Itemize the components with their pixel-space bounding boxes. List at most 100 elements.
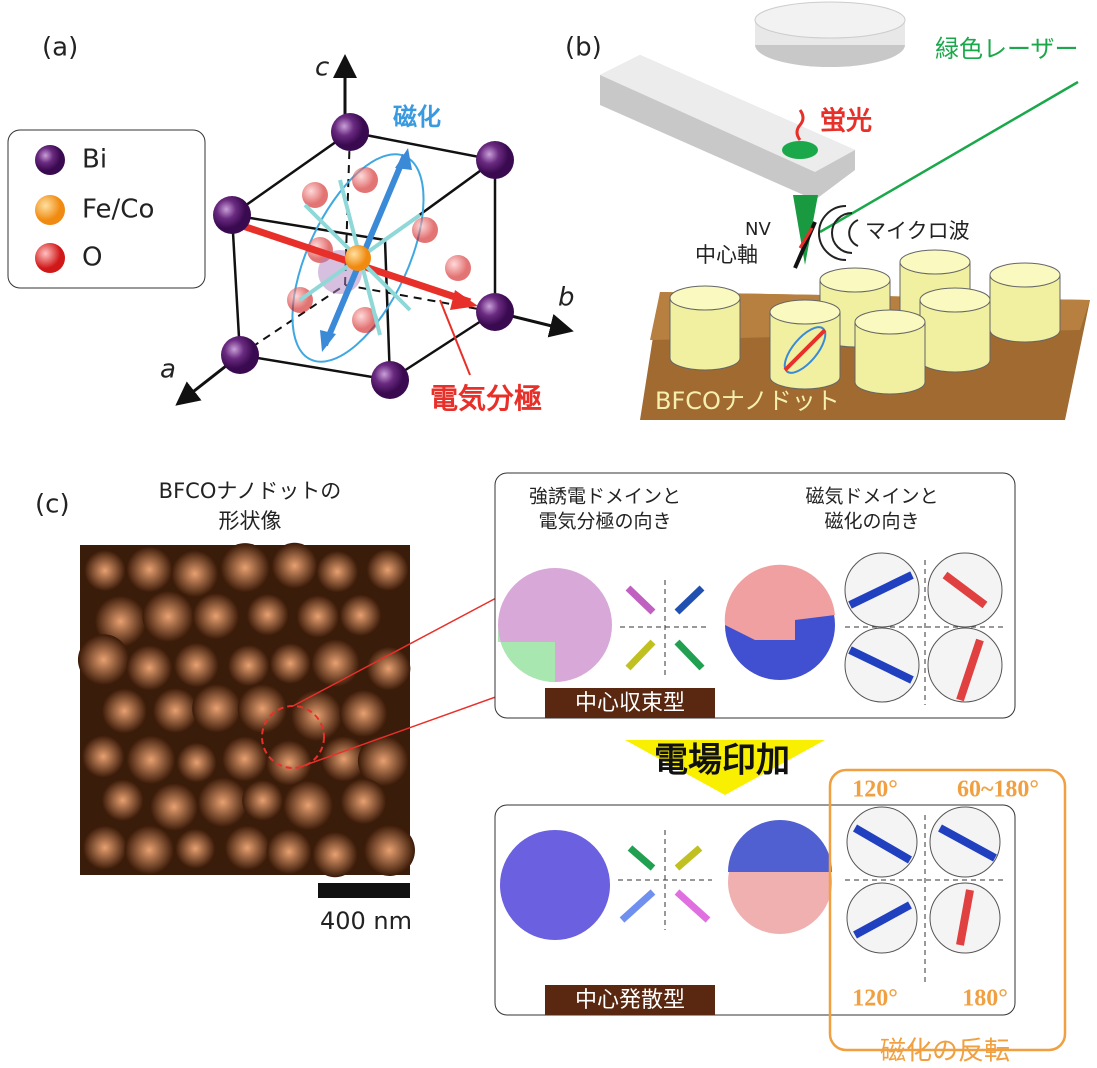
afm-dot — [237, 684, 287, 734]
type-label: 中心発散型 — [575, 988, 685, 1013]
mag-domain — [728, 820, 832, 872]
afm-dot — [197, 777, 248, 828]
afm-dot — [192, 683, 242, 733]
afm-dot — [269, 642, 311, 685]
afm-dot — [173, 642, 219, 688]
type-box — [545, 985, 715, 1015]
afm-dot — [312, 831, 358, 878]
cross — [620, 560, 1005, 705]
afm-dot — [150, 783, 199, 831]
afm-dot — [101, 779, 144, 822]
afm-dot — [94, 595, 147, 648]
nv-label: NV — [745, 219, 771, 240]
legend-dot — [35, 195, 65, 225]
angle-label: 120° — [852, 777, 898, 803]
afm-dot — [126, 645, 173, 691]
type-box — [545, 688, 715, 718]
scale-label: 400 nm — [320, 907, 412, 935]
afm-dot — [311, 639, 360, 688]
angle-label: 120° — [852, 986, 898, 1012]
afm-dot — [152, 687, 199, 734]
dot-ellipse — [783, 326, 827, 374]
arrow-head — [450, 290, 478, 310]
magnetic-title: 磁気ドメインと — [805, 486, 938, 508]
mag-arrows — [852, 824, 997, 946]
panel-label: (c) — [35, 490, 70, 520]
fluor-arrow — [795, 109, 805, 141]
ferro-title: 強誘電ドメインと — [529, 486, 681, 508]
axis-label: a — [160, 355, 176, 385]
afm-dot — [77, 634, 130, 686]
angle-label: 180° — [962, 986, 1008, 1012]
oxygen — [287, 167, 471, 333]
laser — [819, 80, 1079, 234]
leader — [439, 299, 471, 376]
spot — [782, 141, 818, 159]
nv-axis-label: 中心軸 — [695, 243, 758, 267]
bi-atoms — [213, 113, 514, 399]
laser-label: 緑色レーザー — [935, 35, 1079, 63]
microwave-waves — [818, 205, 859, 261]
field-arrow — [625, 740, 825, 795]
afm-dot — [366, 548, 409, 591]
afm-dot — [339, 689, 388, 738]
fluorescence-label: 蛍光 — [820, 107, 872, 137]
nanodot-label: BFCOナノドット — [655, 387, 840, 415]
type-label: 中心収束型 — [575, 691, 685, 716]
microwave-label: マイクロ波 — [865, 219, 970, 243]
zoom-line — [299, 689, 516, 768]
angle-label: 60~180° — [957, 777, 1039, 803]
afm-dot — [175, 828, 216, 869]
polar-arrows — [625, 585, 705, 671]
afm-dot — [224, 825, 270, 871]
fe-atom — [345, 245, 371, 271]
reversal-box — [828, 768, 1067, 1052]
afm-dot — [126, 735, 176, 785]
afm-dot — [357, 735, 409, 787]
afm-dot — [366, 646, 411, 691]
ferro-title: 電気分極の向き — [538, 511, 671, 533]
mag-domain — [724, 564, 835, 640]
panel-label: (a) — [42, 33, 78, 63]
axis-label: c — [315, 53, 329, 83]
afm-dot — [316, 550, 359, 593]
afm-dot — [142, 590, 194, 643]
magnetization-label: 磁化 — [393, 103, 441, 131]
afm-dot — [271, 542, 318, 589]
afm-dot — [220, 543, 270, 593]
reversal-label: 磁化の反転 — [880, 1037, 1010, 1067]
nv-arrow — [798, 227, 814, 249]
afm-dot — [339, 594, 382, 637]
afm-dot — [266, 740, 312, 786]
objective — [754, 1, 906, 39]
afm-dot — [84, 549, 126, 592]
panel-label: (b) — [565, 33, 602, 63]
afm-dot — [192, 592, 240, 640]
afm-dot — [101, 688, 148, 734]
afm-dot — [283, 780, 334, 831]
mag-arrows — [848, 571, 988, 702]
scale-bar — [318, 883, 410, 898]
legend-dot — [35, 145, 65, 175]
tip — [793, 195, 818, 265]
afm-dot — [363, 824, 415, 876]
afm-dot — [176, 742, 217, 783]
polar-arrows — [619, 845, 711, 923]
legend-dot — [35, 243, 65, 273]
legend-label: O — [82, 243, 102, 273]
axis-label: b — [558, 283, 575, 313]
field-label: 電場印加 — [654, 741, 790, 781]
dot-arrow — [783, 328, 827, 372]
afm-dots — [77, 542, 415, 878]
afm-dot — [126, 546, 173, 593]
afm-dot — [227, 644, 270, 687]
legend-label: Bi — [82, 145, 107, 175]
afm-dot — [246, 593, 289, 636]
magnetic-title: 磁化の向き — [824, 511, 919, 533]
afm-dot — [242, 779, 284, 821]
afm-dot — [221, 736, 268, 782]
afm-dot — [124, 825, 175, 875]
afm-dot — [296, 595, 340, 638]
cross — [618, 815, 1005, 985]
